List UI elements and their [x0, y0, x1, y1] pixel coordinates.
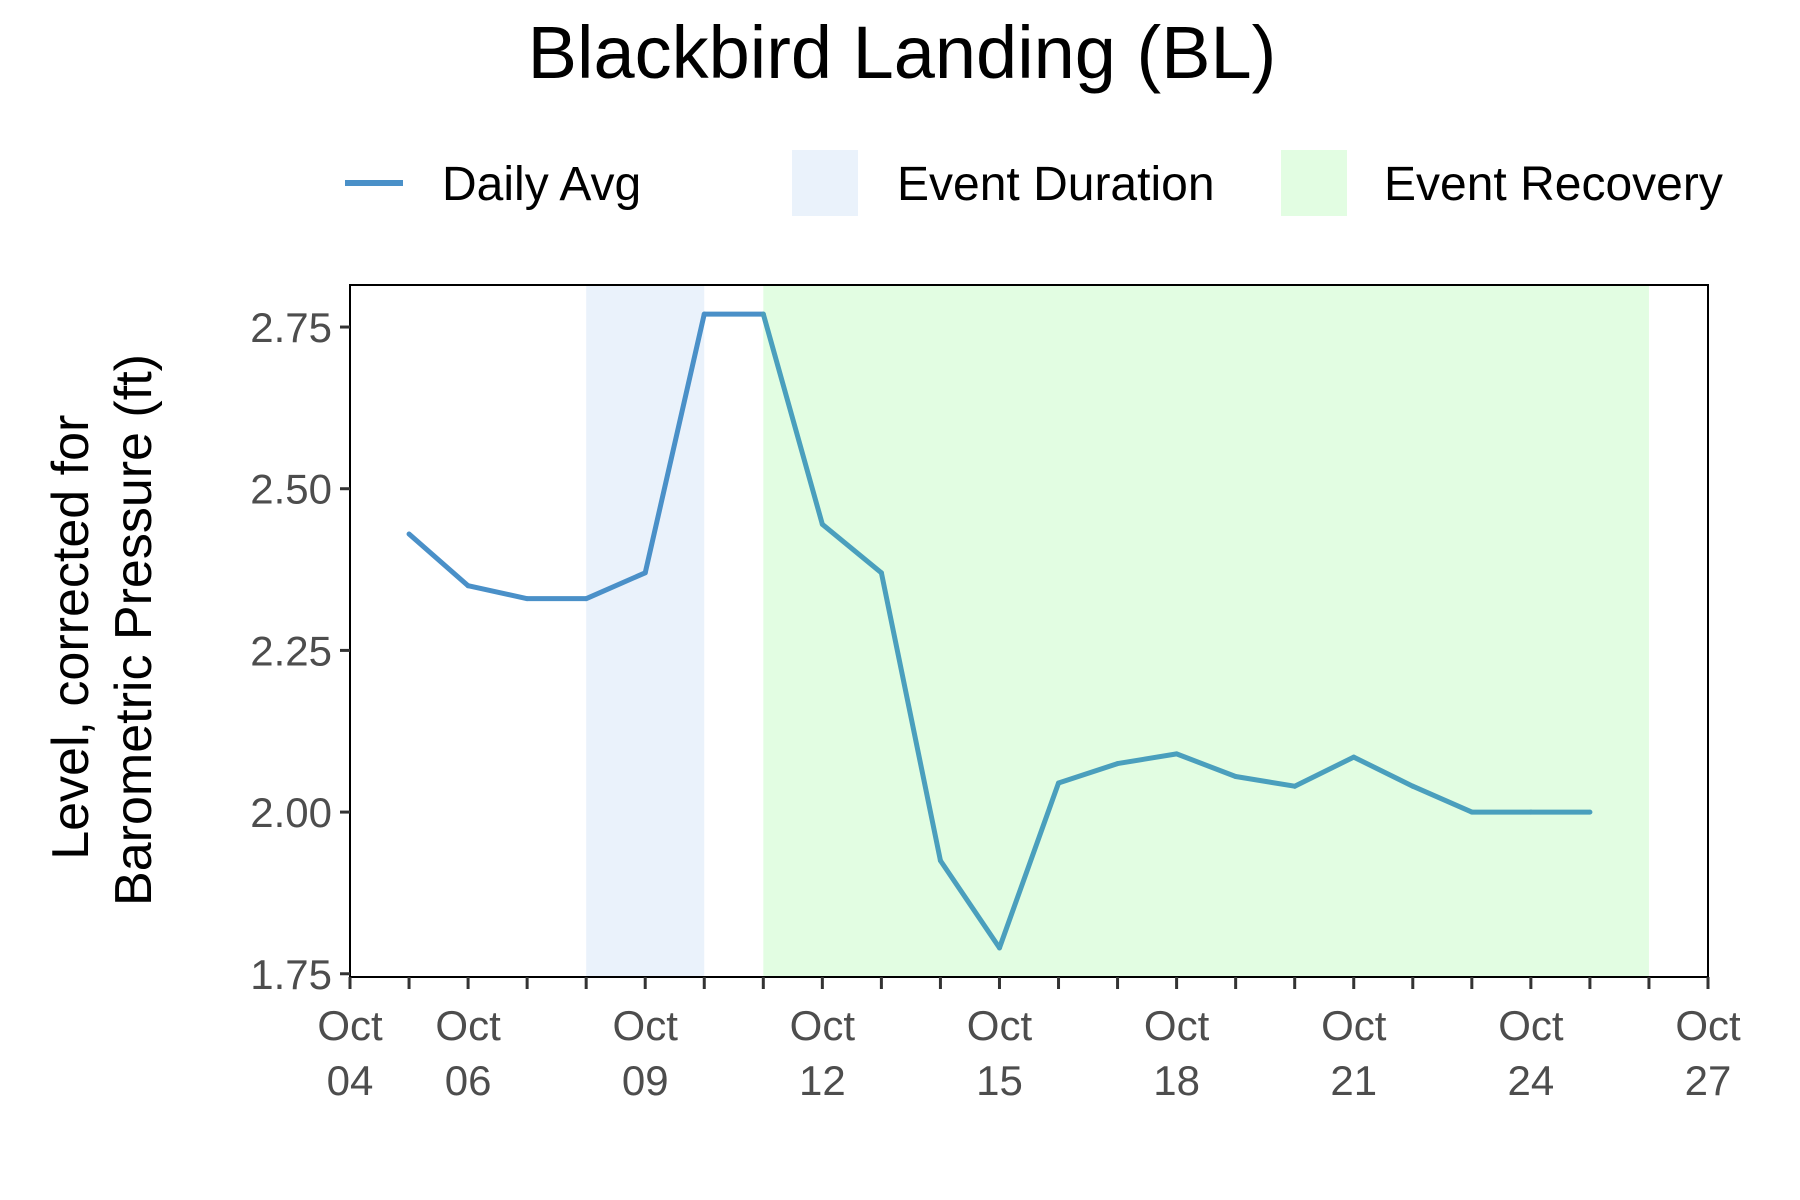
daily-avg-segment	[878, 570, 943, 864]
y-axis: 1.75 2.00 2.25 2.50 2.75	[250, 304, 350, 998]
legend-label: Event Duration	[897, 158, 1215, 211]
y-tick-label: 1.75	[250, 951, 332, 998]
x-tick-label-line: 24	[1508, 1057, 1555, 1104]
daily-avg-point	[1587, 809, 1593, 815]
x-tick-label-line: 06	[445, 1057, 492, 1104]
daily-avg-point	[1410, 784, 1415, 789]
daily-avg-point	[761, 311, 766, 317]
daily-avg-segment	[465, 583, 530, 602]
x-tick-label-line: Oct	[317, 1002, 383, 1049]
x-tick-label-line: Oct	[967, 1002, 1033, 1049]
daily-avg-segment	[1115, 751, 1180, 767]
daily-avg-point	[820, 522, 825, 527]
y-tick-label: 2.25	[250, 627, 332, 674]
daily-avg-point	[1469, 809, 1475, 815]
y-axis-label: Level, corrected for Barometric Pressure…	[42, 354, 163, 906]
x-tick-label-line: Oct	[790, 1002, 856, 1049]
daily-avg-segment	[760, 311, 825, 527]
legend-key-event-recovery	[1281, 150, 1347, 216]
daily-avg-point	[406, 531, 412, 537]
x-tick-label: Oct 12	[790, 1002, 856, 1104]
daily-avg-point	[1174, 751, 1179, 757]
daily-avg-point	[1292, 784, 1297, 789]
plot-area	[349, 284, 1709, 978]
y-tick-label: 2.00	[250, 789, 332, 836]
daily-avg-point	[1233, 774, 1238, 779]
daily-avg-segment	[1233, 774, 1298, 789]
x-tick-label-line: 04	[327, 1057, 374, 1104]
x-tick-label-line: 18	[1153, 1057, 1200, 1104]
daily-avg-segment	[996, 780, 1062, 951]
x-axis: Oct 04 Oct 06 Oct 09 Oct 12 Oct 15 Oct 18 Oct 21 Oct 24…	[317, 977, 1741, 1104]
daily-avg-point	[465, 583, 471, 588]
x-tick-label: Oct 09	[613, 1002, 679, 1104]
daily-avg-segment	[1056, 761, 1121, 786]
daily-avg-segment	[1174, 751, 1239, 780]
daily-avg-segment	[642, 311, 707, 576]
x-tick-label-line: 27	[1685, 1057, 1732, 1104]
daily-avg-point	[1528, 809, 1534, 815]
daily-avg-point	[1056, 780, 1061, 786]
x-tick-label-line: Oct	[1144, 1002, 1210, 1049]
x-tick-label: Oct 04	[317, 1002, 383, 1104]
daily-avg-point	[1115, 761, 1120, 766]
y-tick-label: 2.75	[250, 304, 332, 351]
x-tick-label: Oct 06	[435, 1002, 501, 1104]
x-tick-label-line: Oct	[1498, 1002, 1564, 1049]
x-tick-label-line: 09	[622, 1057, 669, 1104]
x-tick-label: Oct 24	[1498, 1002, 1564, 1104]
x-tick-label: Oct 21	[1321, 1002, 1387, 1104]
x-tick-label-line: 21	[1330, 1057, 1377, 1104]
chart-title: Blackbird Landing (BL)	[528, 11, 1277, 94]
daily-avg-segment	[819, 521, 884, 576]
daily-avg-segment	[1351, 754, 1416, 789]
daily-avg-point	[879, 570, 884, 575]
daily-avg-segment	[583, 570, 648, 602]
x-tick-label-line: 15	[976, 1057, 1023, 1104]
y-tick-label: 2.50	[250, 466, 332, 513]
x-tick-label-line: Oct	[1675, 1002, 1741, 1049]
daily-avg-point	[1351, 754, 1356, 760]
y-axis-label-line-1: Level, corrected for	[42, 415, 100, 860]
daily-avg-point	[997, 945, 1002, 951]
daily-avg-segment	[1410, 783, 1475, 815]
x-tick-label: Oct 15	[967, 1002, 1033, 1104]
x-tick-label-line: Oct	[435, 1002, 501, 1049]
x-tick-label-line: 12	[799, 1057, 846, 1104]
y-axis-label-line-2: Barometric Pressure (ft)	[105, 354, 163, 906]
daily-avg-point	[702, 311, 707, 317]
daily-avg-point	[938, 858, 943, 863]
legend-key-event-duration	[792, 150, 858, 216]
x-tick-label-line: Oct	[1321, 1002, 1387, 1049]
legend: Daily Avg Event Duration Event Recovery	[345, 150, 1723, 216]
x-tick-label: Oct 18	[1144, 1002, 1210, 1104]
daily-avg-point	[643, 570, 648, 575]
legend-label: Event Recovery	[1384, 158, 1723, 211]
plot-border	[349, 284, 1709, 978]
event-recovery-band	[763, 285, 1649, 977]
daily-avg-segment	[406, 531, 471, 589]
legend-label: Daily Avg	[442, 158, 641, 211]
daily-avg-point	[583, 596, 589, 601]
daily-avg-point	[524, 596, 530, 601]
daily-avg-segment	[1292, 754, 1357, 789]
x-tick-label: Oct 27	[1675, 1002, 1741, 1104]
daily-avg-segment	[937, 858, 1002, 951]
x-tick-label-line: Oct	[613, 1002, 679, 1049]
